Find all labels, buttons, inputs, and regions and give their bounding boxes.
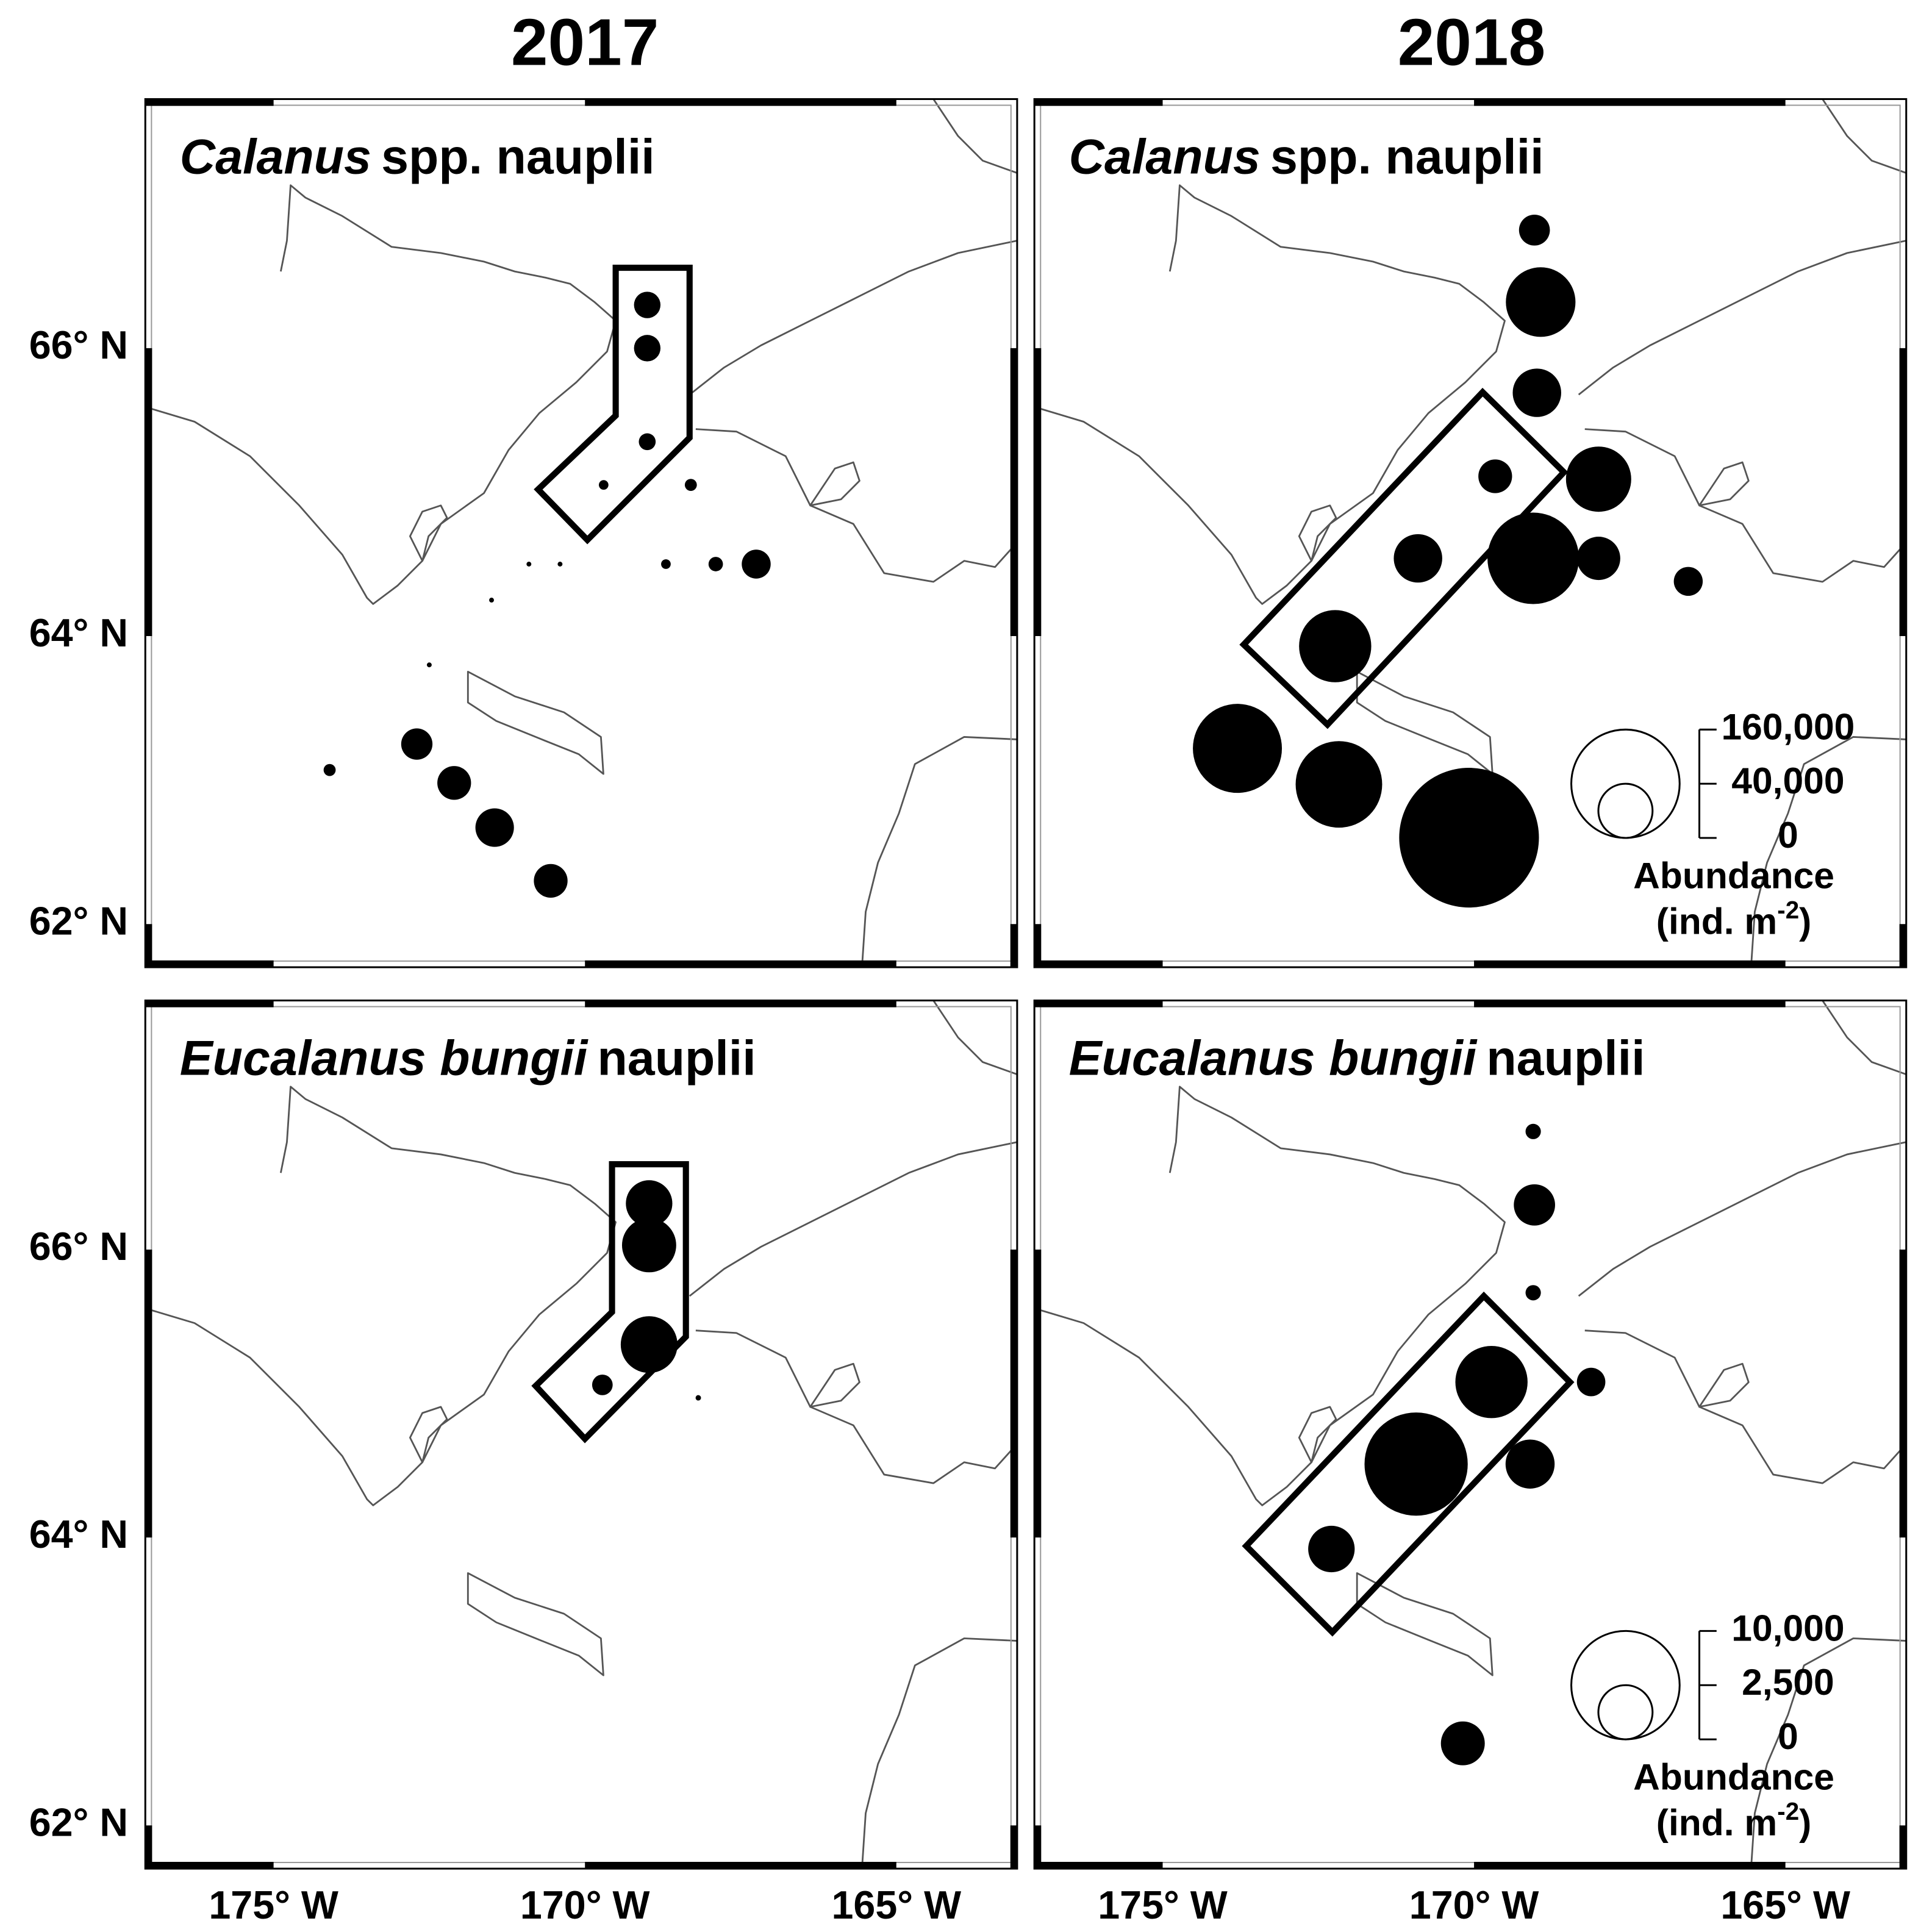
station-bubble	[661, 559, 671, 569]
station-bubble	[526, 562, 532, 567]
station-bubble	[1565, 446, 1631, 512]
x-tick-label: 175° W	[209, 1883, 338, 1927]
y-tick-label: 62° N	[29, 1800, 128, 1844]
y-tick-label: 66° N	[29, 1225, 128, 1268]
legend-title: Abundance	[1633, 855, 1834, 896]
station-bubble	[684, 479, 697, 492]
legend-label: 2,500	[1742, 1661, 1834, 1703]
panel-title-text: nauplii	[597, 1031, 756, 1086]
station-bubble	[1487, 512, 1579, 604]
x-tick-label: 165° W	[831, 1883, 961, 1927]
station-bubble	[598, 480, 609, 490]
station-bubble	[1478, 459, 1512, 493]
panel-title: Calanus spp. nauplii	[1069, 130, 1544, 185]
station-bubble	[437, 766, 471, 800]
legend-label: 0	[1778, 814, 1798, 856]
station-bubble	[1193, 704, 1282, 793]
legend-unit: (ind. m-2)	[1656, 1797, 1812, 1844]
station-bubble	[634, 335, 661, 362]
legend-bubble	[1597, 1684, 1654, 1741]
station-bubble	[708, 557, 723, 571]
station-bubble	[475, 808, 514, 847]
station-bubble	[695, 1395, 701, 1401]
station-bubble	[639, 433, 656, 451]
station-bubble	[426, 662, 432, 668]
station-bubble	[1364, 1412, 1468, 1516]
legend-unit-text: (ind. m	[1656, 1801, 1777, 1843]
panel-title-text: spp. nauplii	[381, 130, 655, 185]
legend-unit-sup: -2	[1777, 896, 1799, 924]
station-bubble	[1525, 1123, 1541, 1139]
legend-title: Abundance	[1633, 1756, 1834, 1798]
legend-unit: (ind. m-2)	[1656, 896, 1812, 942]
station-bubble	[592, 1375, 613, 1395]
station-bubble	[1455, 1345, 1528, 1419]
legend-unit-end: )	[1799, 1801, 1811, 1843]
map-panel: Calanus spp. nauplii	[144, 98, 1018, 968]
legend-bubble	[1597, 782, 1654, 839]
y-tick-label: 64° N	[29, 1512, 128, 1556]
station-bubble	[1576, 537, 1620, 581]
y-tick-label: 64° N	[29, 611, 128, 655]
station-bubble	[1519, 214, 1550, 246]
station-bubble	[621, 1218, 676, 1273]
station-bubble	[1399, 767, 1539, 908]
station-bubble	[1505, 1439, 1555, 1489]
region-box	[1239, 387, 1569, 729]
station-bubble	[489, 598, 495, 603]
station-bubble	[620, 1316, 678, 1373]
panel-title: Eucalanus bungii nauplii	[1069, 1031, 1645, 1086]
region-box	[531, 1161, 689, 1444]
station-bubble	[1299, 610, 1372, 682]
region-box	[1242, 1291, 1575, 1637]
station-bubble	[742, 549, 771, 579]
column-title: 2018	[1398, 5, 1546, 79]
station-bubble	[557, 562, 563, 567]
legend-label: 40,000	[1731, 760, 1844, 801]
panel-title-italic: Calanus	[1069, 130, 1261, 185]
map-panel: Eucalanus bungii nauplii 10,000 2,500 0Abund…	[1033, 1000, 1908, 1870]
station-bubble	[1440, 1721, 1485, 1766]
station-bubble	[1308, 1525, 1355, 1573]
station-bubble	[534, 864, 568, 898]
panel-title-italic: Eucalanus bungii	[1069, 1031, 1478, 1086]
station-bubble	[1295, 741, 1383, 828]
panel-title: Eucalanus bungii nauplii	[180, 1031, 756, 1086]
legend-label: 10,000	[1731, 1607, 1844, 1648]
panel-title-text: spp. nauplii	[1270, 130, 1544, 185]
region-box	[534, 265, 693, 545]
legend-label: 160,000	[1721, 706, 1855, 747]
station-bubble	[401, 728, 433, 760]
legend-unit-end: )	[1799, 900, 1811, 942]
column-title: 2017	[511, 5, 659, 79]
station-bubble	[1512, 368, 1561, 417]
x-tick-label: 175° W	[1098, 1883, 1228, 1927]
station-bubble	[1576, 1367, 1606, 1397]
panel-title-italic: Eucalanus bungii	[180, 1031, 588, 1086]
station-bubble	[323, 764, 336, 776]
map-panel: Calanus spp. nauplii 160,000 40,000 0Abundan…	[1033, 98, 1908, 968]
x-tick-label: 170° W	[1409, 1883, 1539, 1927]
panel-title-italic: Calanus	[180, 130, 371, 185]
station-bubble	[1514, 1184, 1555, 1226]
panel-title-text: nauplii	[1486, 1031, 1645, 1086]
station-bubble	[1525, 1285, 1541, 1301]
station-bubble	[1393, 534, 1442, 583]
y-tick-label: 62° N	[29, 899, 128, 943]
legend-label: 0	[1778, 1716, 1798, 1757]
station-bubble	[634, 292, 661, 318]
station-bubble	[1673, 567, 1703, 596]
legend-unit-sup: -2	[1777, 1797, 1799, 1825]
y-tick-label: 66° N	[29, 323, 128, 367]
legend-unit-text: (ind. m	[1656, 900, 1777, 942]
station-bubble	[1506, 267, 1576, 337]
x-tick-label: 170° W	[520, 1883, 650, 1927]
x-tick-label: 165° W	[1720, 1883, 1850, 1927]
panel-title: Calanus spp. nauplii	[180, 130, 655, 185]
station-bubble	[626, 1180, 673, 1227]
